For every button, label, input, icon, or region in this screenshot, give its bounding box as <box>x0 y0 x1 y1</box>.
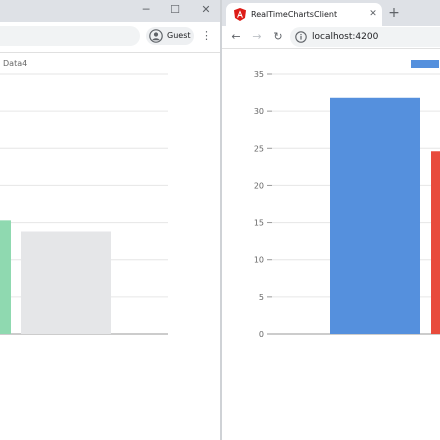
right-browser-window: RealTimeChartsClient ✕ + ← → ↻ localhost… <box>222 0 440 440</box>
address-bar[interactable]: localhost:4200 <box>290 27 440 47</box>
left-browser-window: ─ ☐ ✕ Guest ⋮ Data4 <box>0 0 221 335</box>
y-tick-label: 35 <box>254 70 264 79</box>
legend-label[interactable]: Data4 <box>3 59 28 68</box>
right-legend <box>411 60 439 68</box>
tab-strip: RealTimeChartsClient ✕ + <box>222 0 440 26</box>
legend-swatch[interactable] <box>411 60 439 68</box>
address-bar[interactable] <box>0 26 140 46</box>
y-tick-label: 30 <box>254 107 264 116</box>
maximize-button[interactable]: ☐ <box>170 3 180 16</box>
browser-toolbar: ← → ↻ localhost:4200 <box>222 26 440 49</box>
right-bars <box>330 97 440 335</box>
minimize-button[interactable]: ─ <box>142 3 150 16</box>
left-bars <box>0 220 111 334</box>
tab-realtimechartsclient[interactable]: RealTimeChartsClient ✕ <box>226 3 382 26</box>
left-chart <box>0 73 168 335</box>
angular-icon <box>234 8 246 21</box>
browser-toolbar: Guest ⋮ <box>0 22 221 53</box>
tab-close-icon[interactable]: ✕ <box>369 9 377 19</box>
right-chart: 0 5 10 15 20 25 30 35 <box>254 60 440 339</box>
y-tick-label: 20 <box>254 181 264 190</box>
tab-title: RealTimeChartsClient <box>251 10 338 19</box>
bar[interactable] <box>0 220 11 334</box>
bar[interactable] <box>21 231 111 334</box>
profile-label: Guest <box>167 31 191 40</box>
y-tick-label: 5 <box>259 293 264 302</box>
person-circle-icon <box>149 29 163 43</box>
info-icon[interactable] <box>295 31 307 43</box>
reload-button[interactable]: ↻ <box>273 30 283 43</box>
forward-button[interactable]: → <box>252 30 262 43</box>
back-button[interactable]: ← <box>231 30 241 43</box>
y-tick-label: 0 <box>259 330 264 339</box>
y-tick-label: 10 <box>254 256 264 265</box>
url-text: localhost:4200 <box>312 32 379 42</box>
y-tick-label: 15 <box>254 219 264 228</box>
right-y-axis: 0 5 10 15 20 25 30 35 <box>254 70 272 339</box>
new-tab-button[interactable]: + <box>388 5 400 21</box>
close-window-button[interactable]: ✕ <box>201 3 211 16</box>
bar[interactable] <box>431 151 440 334</box>
y-tick-label: 25 <box>254 144 264 153</box>
title-bar: ─ ☐ ✕ <box>0 0 221 22</box>
menu-icon[interactable]: ⋮ <box>201 29 212 42</box>
bar[interactable] <box>330 97 420 335</box>
profile-button[interactable]: Guest <box>146 27 194 45</box>
window-divider <box>220 0 222 440</box>
